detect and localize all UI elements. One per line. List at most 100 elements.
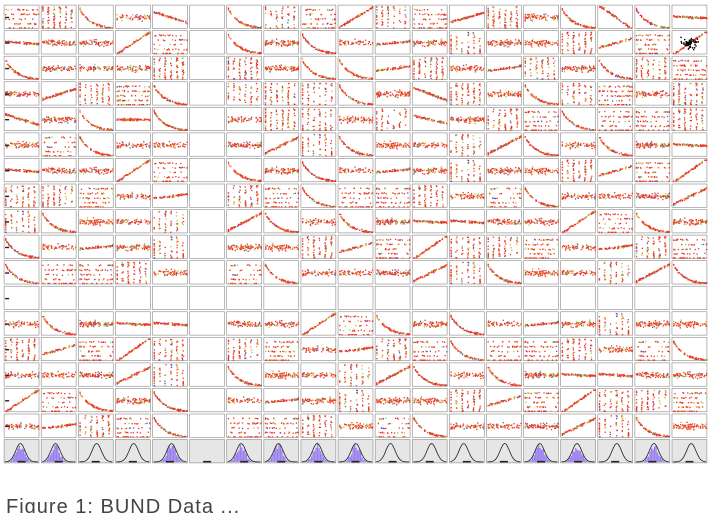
data-point: [102, 25, 103, 26]
data-point: [601, 63, 602, 64]
data-point: [420, 43, 421, 44]
data-point: [467, 50, 468, 51]
data-point: [686, 42, 687, 43]
data-point: [510, 25, 511, 26]
data-point: [441, 44, 442, 45]
data-point: [557, 15, 558, 16]
data-point: [599, 47, 600, 48]
data-point: [108, 96, 109, 97]
data-point: [405, 42, 406, 43]
data-point: [693, 70, 694, 71]
data-point: [165, 15, 166, 16]
data-point: [228, 77, 229, 78]
data-point: [239, 78, 240, 79]
scatter-panel: [78, 82, 113, 105]
data-point: [265, 43, 266, 44]
data-point: [171, 78, 172, 79]
data-point: [584, 38, 585, 39]
data-point: [42, 21, 43, 22]
data-point: [450, 44, 451, 45]
panel-r1-c10: [375, 31, 410, 54]
data-point: [160, 68, 161, 69]
data-point: [42, 8, 43, 9]
data-point: [499, 27, 500, 28]
data-point: [539, 18, 540, 19]
data-point: [55, 68, 56, 69]
data-point: [58, 94, 59, 95]
data-point: [430, 61, 431, 62]
data-point: [257, 68, 258, 69]
data-point: [34, 94, 35, 95]
data-point: [450, 40, 451, 41]
data-point: [317, 23, 318, 24]
data-point: [386, 43, 387, 44]
data-point: [419, 62, 420, 63]
data-point: [563, 11, 564, 12]
data-point: [316, 19, 317, 20]
data-point: [688, 48, 689, 49]
panel-r1-c7: [264, 31, 299, 54]
data-point: [334, 53, 335, 54]
data-point: [53, 16, 54, 17]
data-point: [47, 68, 48, 69]
data-point: [362, 78, 363, 79]
data-point: [413, 46, 414, 47]
data-point: [251, 71, 252, 72]
data-point: [461, 48, 462, 49]
data-point: [451, 42, 452, 43]
data-point: [679, 16, 680, 17]
data-point: [342, 25, 343, 26]
data-point: [525, 20, 526, 21]
data-point: [71, 27, 72, 28]
data-point: [502, 41, 503, 42]
data-point: [123, 69, 124, 70]
data-point: [317, 27, 318, 28]
data-point: [562, 67, 563, 68]
data-point: [11, 68, 12, 69]
data-point: [370, 78, 371, 79]
data-point: [424, 42, 425, 43]
data-point: [288, 13, 289, 14]
data-point: [59, 42, 60, 43]
data-point: [105, 40, 106, 41]
data-point: [488, 27, 489, 28]
data-point: [674, 78, 675, 79]
data-point: [607, 12, 608, 13]
data-point: [542, 67, 543, 68]
data-point: [436, 77, 437, 78]
data-point: [566, 15, 567, 16]
data-point: [554, 60, 555, 61]
data-point: [323, 27, 324, 28]
data-point: [519, 40, 520, 41]
data-point: [667, 35, 668, 36]
data-point: [572, 38, 573, 39]
data-point: [107, 44, 108, 45]
data-point: [46, 69, 47, 70]
data-point: [578, 49, 579, 50]
data-point: [705, 70, 706, 71]
data-point: [50, 68, 51, 69]
data-point: [90, 21, 91, 22]
data-point: [578, 24, 579, 25]
data-point: [159, 34, 160, 35]
data-point: [69, 45, 70, 46]
panel-r0-c13: [486, 5, 521, 28]
data-point: [366, 77, 367, 78]
data-point: [459, 70, 460, 71]
data-point: [139, 19, 140, 20]
axis-tick-mark: [5, 93, 9, 94]
data-point: [525, 17, 526, 18]
data-point: [68, 66, 69, 67]
data-point: [690, 65, 691, 66]
data-point: [275, 45, 276, 46]
data-point: [511, 27, 512, 28]
data-point: [639, 35, 640, 36]
data-point: [28, 27, 29, 28]
data-point: [654, 24, 655, 25]
data-point: [254, 52, 255, 53]
data-point: [463, 68, 464, 69]
panel-r1-c1: [41, 31, 76, 54]
data-point: [245, 70, 246, 71]
data-point: [688, 69, 689, 70]
data-point: [294, 69, 295, 70]
